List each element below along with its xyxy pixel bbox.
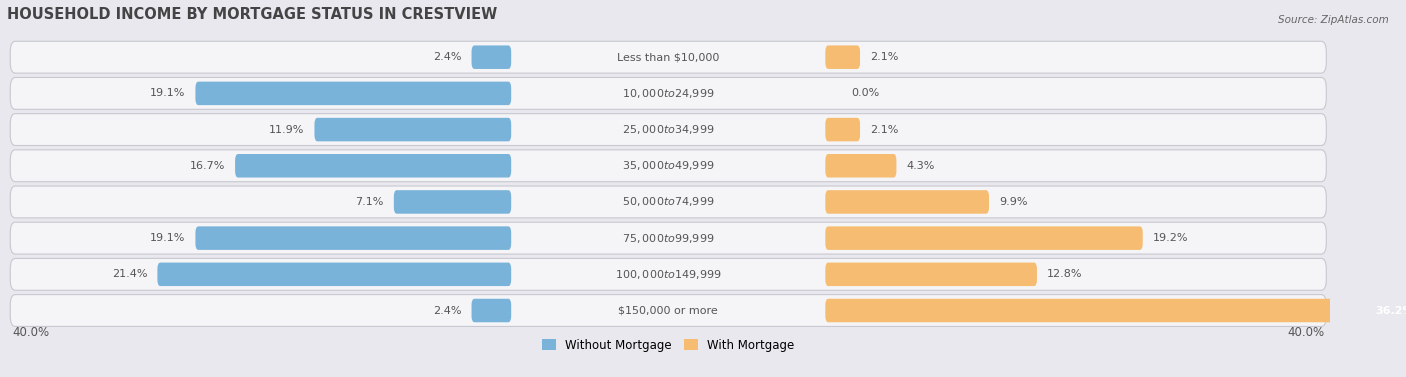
Text: 36.2%: 36.2% bbox=[1375, 305, 1406, 316]
Legend: Without Mortgage, With Mortgage: Without Mortgage, With Mortgage bbox=[537, 334, 800, 356]
FancyBboxPatch shape bbox=[315, 118, 512, 141]
Text: $75,000 to $99,999: $75,000 to $99,999 bbox=[621, 231, 714, 245]
Text: Source: ZipAtlas.com: Source: ZipAtlas.com bbox=[1278, 15, 1389, 25]
FancyBboxPatch shape bbox=[10, 113, 1326, 146]
Text: $35,000 to $49,999: $35,000 to $49,999 bbox=[621, 159, 714, 172]
FancyBboxPatch shape bbox=[10, 258, 1326, 290]
Text: 0.0%: 0.0% bbox=[851, 88, 879, 98]
FancyBboxPatch shape bbox=[825, 190, 988, 214]
Text: 12.8%: 12.8% bbox=[1047, 269, 1083, 279]
Text: 2.1%: 2.1% bbox=[870, 52, 898, 62]
FancyBboxPatch shape bbox=[195, 226, 512, 250]
Text: 2.4%: 2.4% bbox=[433, 305, 461, 316]
FancyBboxPatch shape bbox=[10, 222, 1326, 254]
FancyBboxPatch shape bbox=[10, 150, 1326, 182]
Text: HOUSEHOLD INCOME BY MORTGAGE STATUS IN CRESTVIEW: HOUSEHOLD INCOME BY MORTGAGE STATUS IN C… bbox=[7, 7, 498, 22]
Text: $50,000 to $74,999: $50,000 to $74,999 bbox=[621, 195, 714, 208]
Text: 2.4%: 2.4% bbox=[433, 52, 461, 62]
Text: 4.3%: 4.3% bbox=[907, 161, 935, 171]
Text: 19.1%: 19.1% bbox=[150, 233, 186, 243]
Text: 40.0%: 40.0% bbox=[11, 326, 49, 339]
Text: 9.9%: 9.9% bbox=[998, 197, 1028, 207]
FancyBboxPatch shape bbox=[825, 118, 860, 141]
FancyBboxPatch shape bbox=[825, 226, 1143, 250]
Text: 21.4%: 21.4% bbox=[112, 269, 148, 279]
FancyBboxPatch shape bbox=[157, 262, 512, 286]
Text: 19.2%: 19.2% bbox=[1153, 233, 1188, 243]
Text: $25,000 to $34,999: $25,000 to $34,999 bbox=[621, 123, 714, 136]
Text: $150,000 or more: $150,000 or more bbox=[619, 305, 718, 316]
Text: $10,000 to $24,999: $10,000 to $24,999 bbox=[621, 87, 714, 100]
FancyBboxPatch shape bbox=[195, 82, 512, 105]
FancyBboxPatch shape bbox=[471, 46, 512, 69]
Text: 40.0%: 40.0% bbox=[1288, 326, 1324, 339]
Text: Less than $10,000: Less than $10,000 bbox=[617, 52, 720, 62]
Text: 7.1%: 7.1% bbox=[356, 197, 384, 207]
FancyBboxPatch shape bbox=[471, 299, 512, 322]
Text: 11.9%: 11.9% bbox=[269, 124, 305, 135]
FancyBboxPatch shape bbox=[825, 46, 860, 69]
FancyBboxPatch shape bbox=[10, 41, 1326, 73]
FancyBboxPatch shape bbox=[10, 186, 1326, 218]
FancyBboxPatch shape bbox=[825, 299, 1406, 322]
Text: $100,000 to $149,999: $100,000 to $149,999 bbox=[614, 268, 721, 281]
FancyBboxPatch shape bbox=[825, 154, 897, 178]
FancyBboxPatch shape bbox=[10, 77, 1326, 109]
FancyBboxPatch shape bbox=[235, 154, 512, 178]
Text: 2.1%: 2.1% bbox=[870, 124, 898, 135]
Text: 16.7%: 16.7% bbox=[190, 161, 225, 171]
FancyBboxPatch shape bbox=[394, 190, 512, 214]
FancyBboxPatch shape bbox=[825, 262, 1038, 286]
FancyBboxPatch shape bbox=[10, 294, 1326, 326]
Text: 19.1%: 19.1% bbox=[150, 88, 186, 98]
